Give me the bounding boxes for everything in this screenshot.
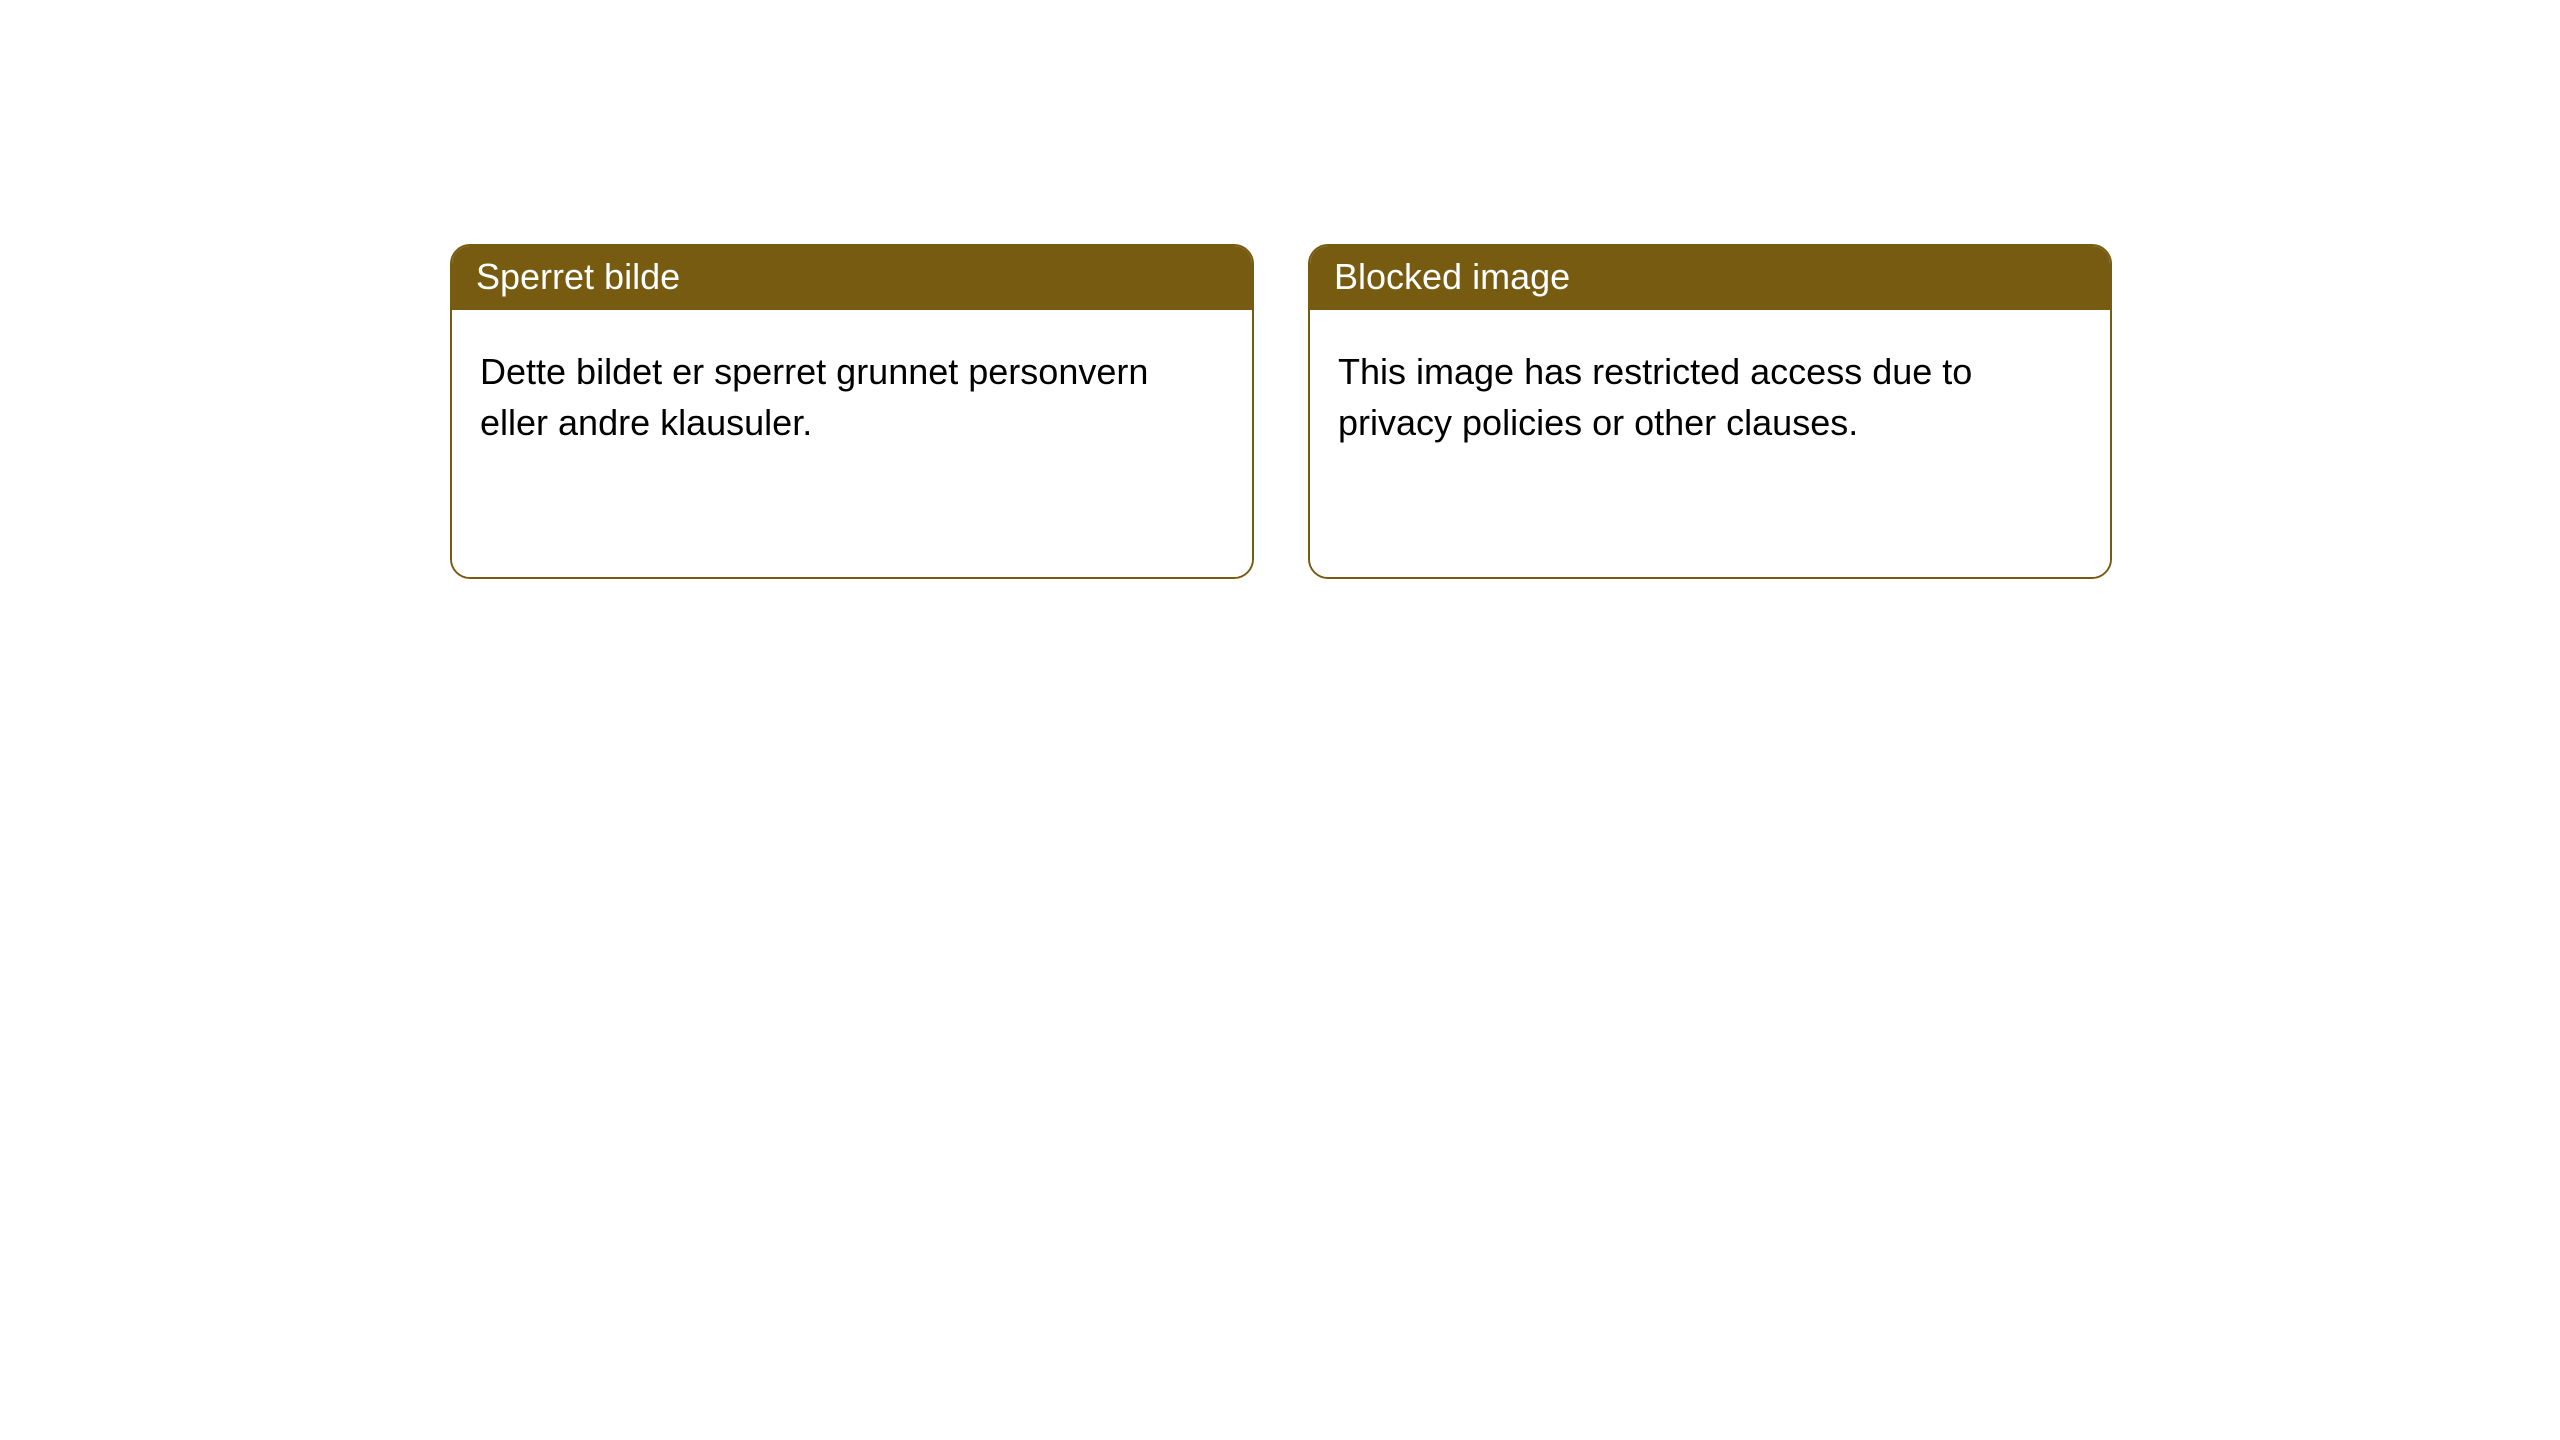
notice-container: Sperret bilde Dette bildet er sperret gr… — [450, 244, 2112, 579]
notice-header: Sperret bilde — [452, 246, 1252, 310]
notice-body: Dette bildet er sperret grunnet personve… — [452, 310, 1252, 577]
notice-body-text: Dette bildet er sperret grunnet personve… — [480, 351, 1148, 443]
notice-card-en: Blocked image This image has restricted … — [1308, 244, 2112, 579]
notice-body: This image has restricted access due to … — [1310, 310, 2110, 577]
notice-header: Blocked image — [1310, 246, 2110, 310]
notice-card-no: Sperret bilde Dette bildet er sperret gr… — [450, 244, 1254, 579]
notice-title: Blocked image — [1334, 256, 1570, 297]
notice-body-text: This image has restricted access due to … — [1338, 351, 1972, 443]
notice-title: Sperret bilde — [476, 256, 680, 297]
